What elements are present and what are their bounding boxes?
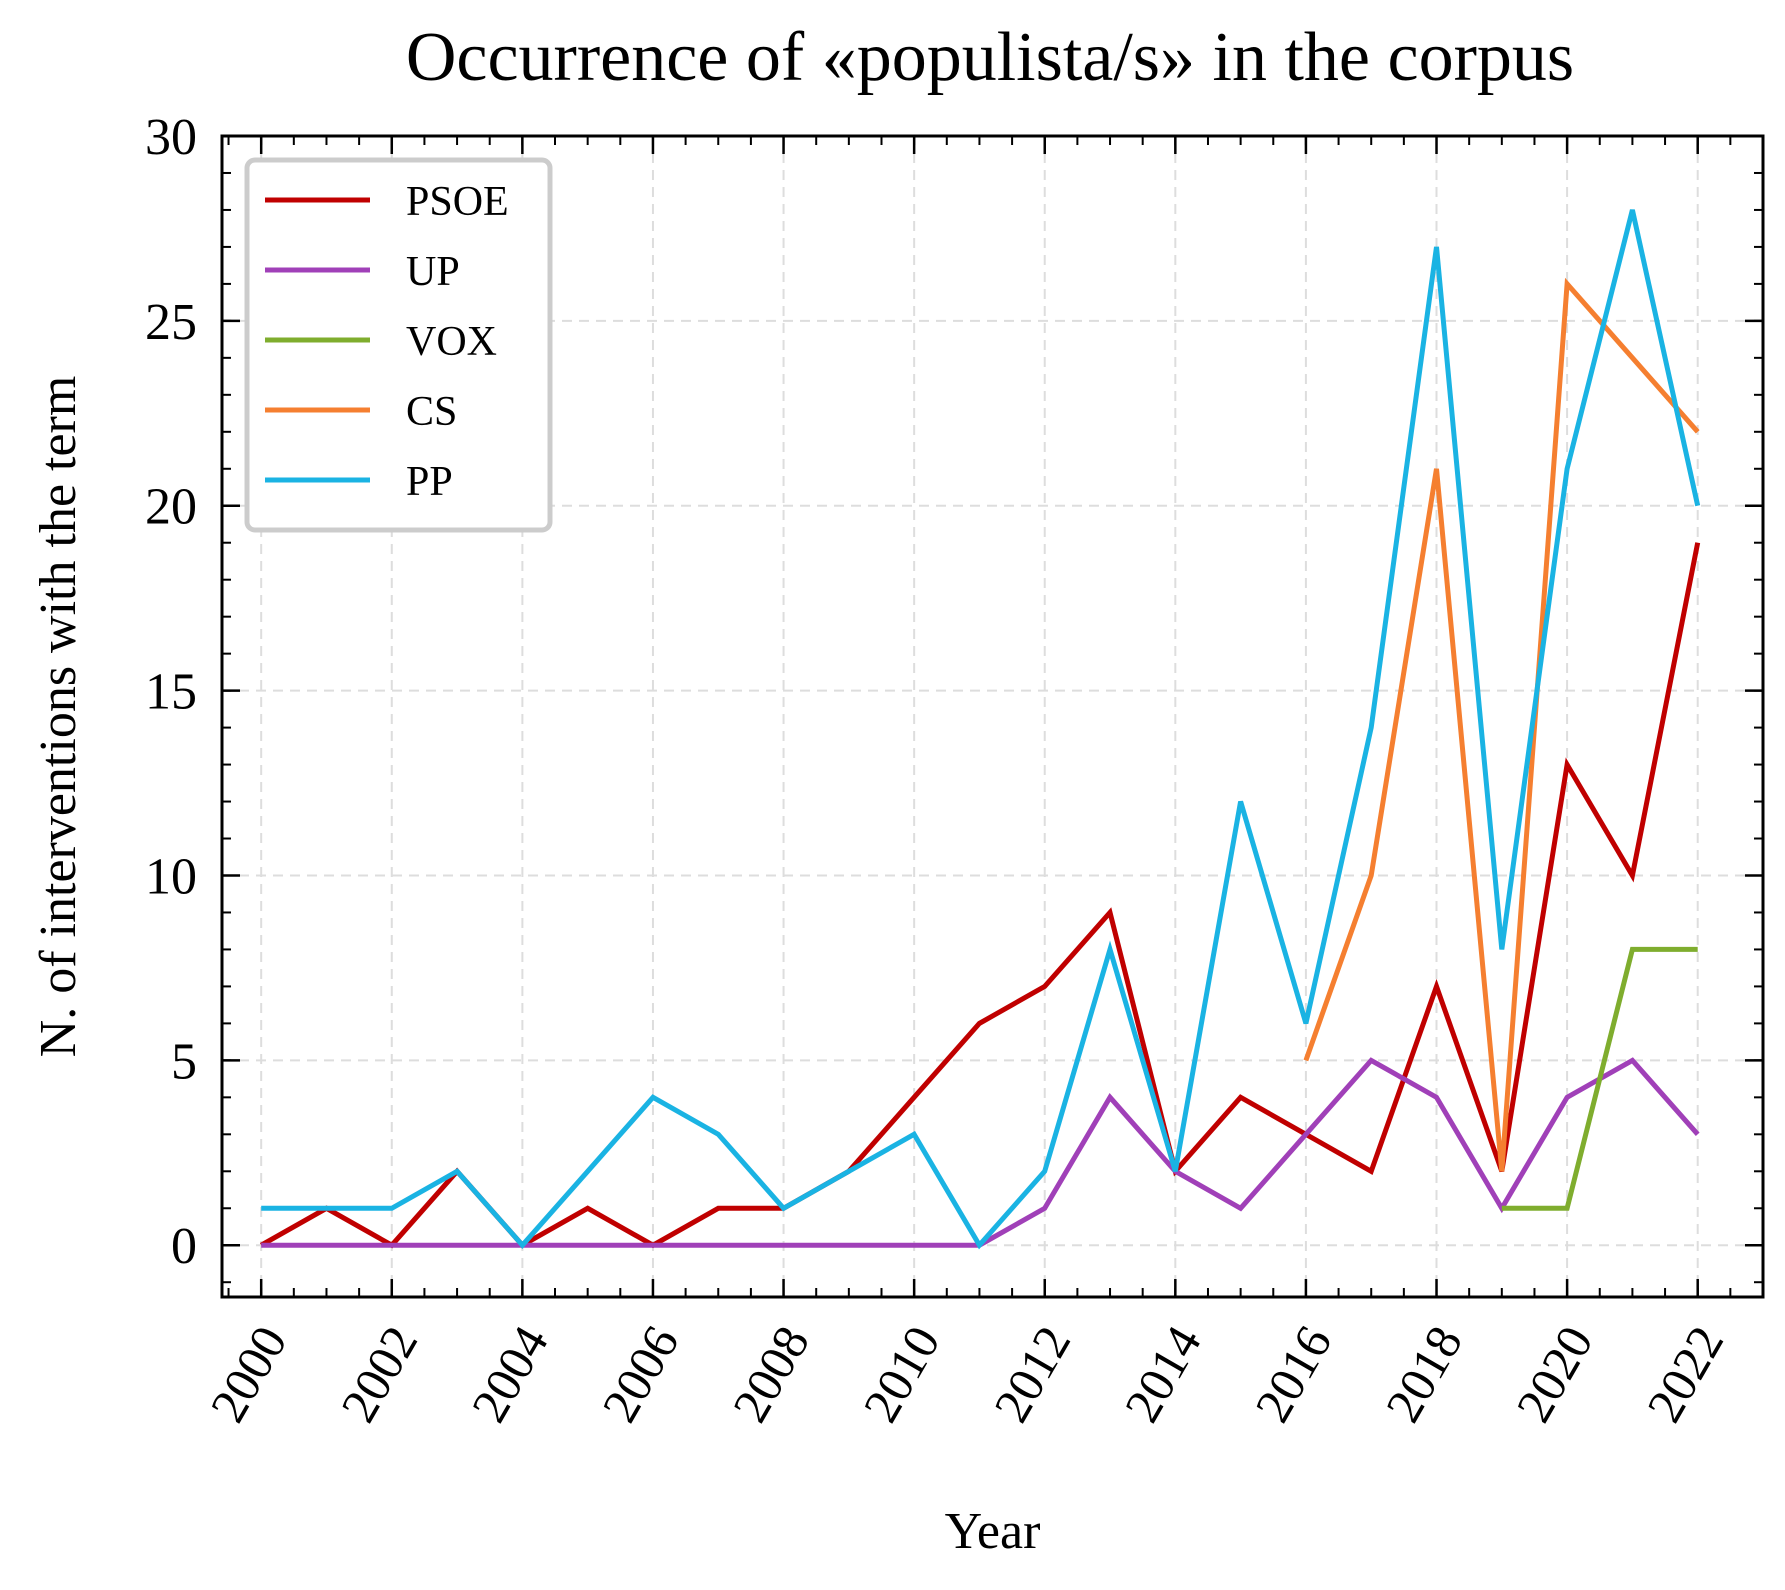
chart-title: Occurrence of «populista/s» in the corpu… [406, 19, 1574, 96]
series-line-up [261, 1057, 1700, 1248]
x-axis-label: Year [945, 1503, 1041, 1560]
y-tick-label: 10 [145, 848, 197, 905]
x-tick-label: 2006 [591, 1317, 689, 1432]
legend: PSOE UP VOX CS PP [244, 157, 553, 533]
y-tick-label: 30 [145, 109, 197, 166]
x-tick-label: 2022 [1636, 1317, 1734, 1432]
x-tick-label: 2002 [330, 1317, 428, 1432]
x-tick-label: 2014 [1113, 1317, 1211, 1432]
y-tick-label: 15 [145, 664, 197, 721]
x-tick-labels: 2000 2002 2004 2006 2008 2010 2012 2014 2016 2018… [199, 1317, 1734, 1432]
y-tick-label: 25 [145, 294, 197, 351]
series-lines [259, 209, 1701, 1250]
series-line-pp [261, 209, 1701, 1250]
series-line-cs [1303, 277, 1700, 1172]
series-line-vox [1501, 946, 1698, 1211]
y-tick-label: 5 [171, 1033, 197, 1090]
x-tick-label: 2004 [460, 1317, 558, 1432]
grid-lines [222, 135, 1763, 1297]
x-tick-label: 2010 [852, 1317, 950, 1432]
x-tick-label: 2018 [1375, 1317, 1473, 1432]
x-tick-label: 2000 [199, 1317, 297, 1432]
legend-label-pp: PP [406, 459, 453, 505]
x-tick-label: 2020 [1505, 1317, 1603, 1432]
legend-label-up: UP [406, 249, 460, 295]
y-tick-labels: 0 5 10 15 20 25 30 [145, 109, 197, 1275]
y-tick-label: 0 [171, 1218, 197, 1275]
y-axis-label: N. of interventions with the term [30, 376, 87, 1058]
plot-frame [220, 134, 1765, 1299]
legend-label-vox: VOX [406, 319, 497, 365]
x-tick-label: 2016 [1244, 1317, 1342, 1432]
legend-label-psoe: PSOE [406, 179, 509, 225]
legend-box [244, 157, 553, 533]
y-tick-label: 20 [145, 479, 197, 536]
x-tick-label: 2008 [722, 1317, 820, 1432]
x-tick-label: 2012 [983, 1317, 1081, 1432]
series-line-psoe [259, 542, 1701, 1249]
legend-label-cs: CS [406, 389, 457, 435]
